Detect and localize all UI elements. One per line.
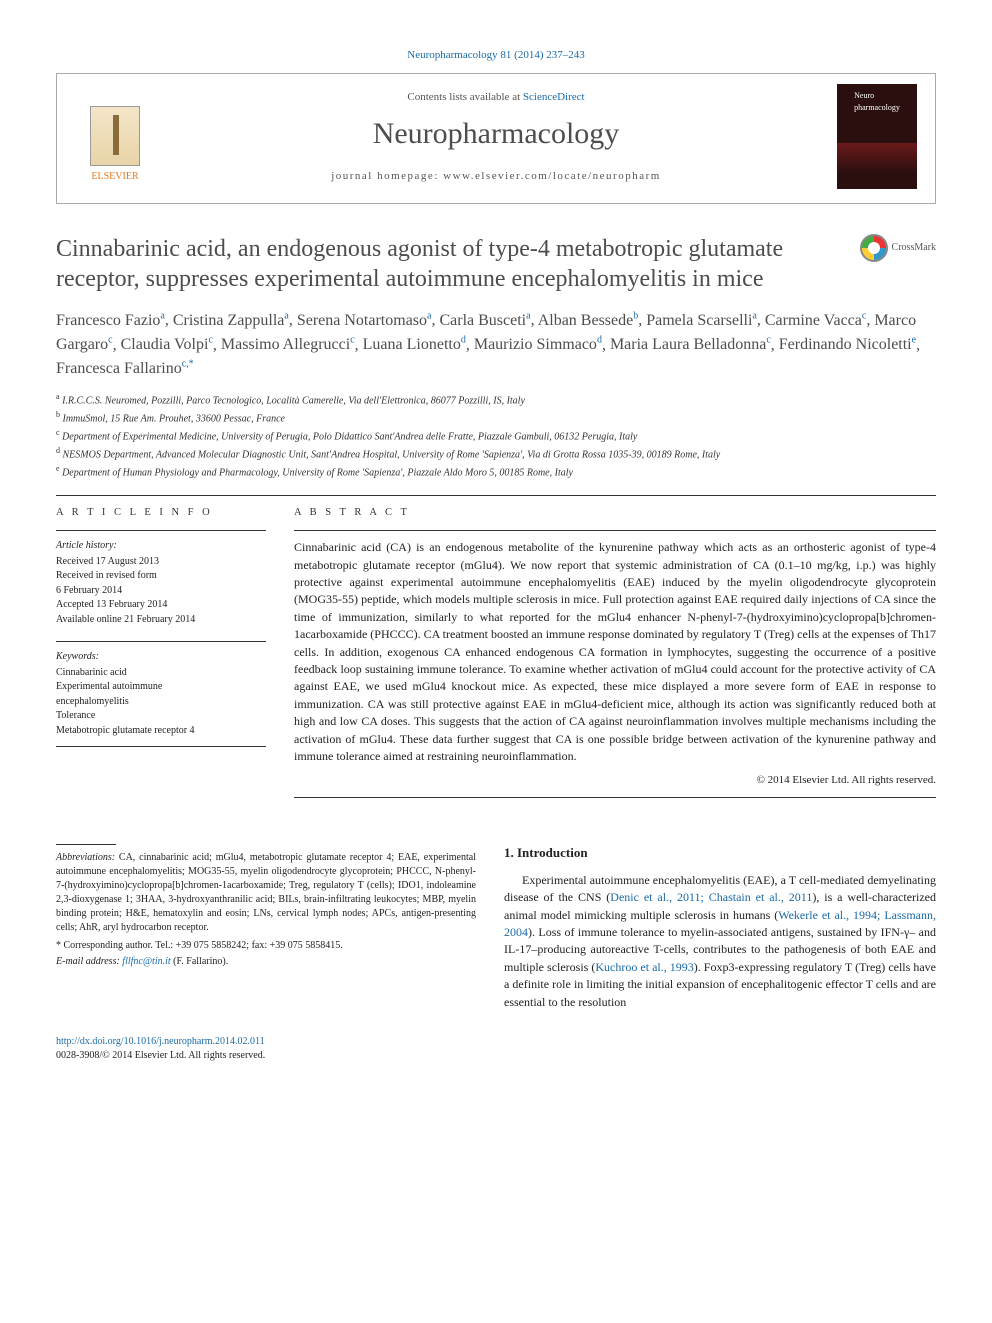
sciencedirect-link[interactable]: ScienceDirect bbox=[523, 91, 585, 103]
author: Maurizio Simmacod bbox=[474, 336, 602, 353]
footnotes-col: Abbreviations: CA, cinnabarinic acid; mG… bbox=[56, 844, 476, 1011]
title-row: Cinnabarinic acid, an endogenous agonist… bbox=[56, 234, 936, 308]
abbrev-label: Abbreviations: bbox=[56, 852, 115, 863]
affiliation: b ImmuSmol, 15 Rue Am. Prouhet, 33600 Pe… bbox=[56, 409, 936, 427]
history-label: Article history: bbox=[56, 539, 266, 554]
copyright-line: © 2014 Elsevier Ltd. All rights reserved… bbox=[294, 773, 936, 788]
affiliation: a I.R.C.C.S. Neuromed, Pozzilli, Parco T… bbox=[56, 391, 936, 409]
author: Carmine Vaccac bbox=[765, 312, 866, 329]
abstract-col: A B S T R A C T Cinnabarinic acid (CA) i… bbox=[294, 506, 936, 798]
keyword: Cinnabarinic acid bbox=[56, 666, 266, 681]
email-link[interactable]: fllfnc@tin.it bbox=[122, 956, 170, 967]
contents-prefix: Contents lists available at bbox=[407, 91, 522, 103]
keyword: Experimental autoimmune bbox=[56, 680, 266, 695]
article-info-col: A R T I C L E I N F O Article history: R… bbox=[56, 506, 266, 798]
divider bbox=[56, 495, 936, 496]
abbrev-text: CA, cinnabarinic acid; mGlu4, metabotrop… bbox=[56, 852, 476, 933]
journal-homepage[interactable]: journal homepage: www.elsevier.com/locat… bbox=[155, 169, 837, 184]
accepted-line: Accepted 13 February 2014 bbox=[56, 598, 266, 613]
info-abstract-row: A R T I C L E I N F O Article history: R… bbox=[56, 506, 936, 798]
journal-name: Neuropharmacology bbox=[155, 113, 837, 155]
header-center: Contents lists available at ScienceDirec… bbox=[155, 90, 837, 185]
divider bbox=[56, 641, 266, 642]
article-info-head: A R T I C L E I N F O bbox=[56, 506, 266, 521]
corresponding-author: * Corresponding author. Tel.: +39 075 58… bbox=[56, 939, 476, 953]
abstract-head: A B S T R A C T bbox=[294, 506, 936, 521]
author: Francesco Fazioa bbox=[56, 312, 165, 329]
author: Alban Bessedeb bbox=[538, 312, 639, 329]
author: Massimo Allegruccic bbox=[221, 336, 355, 353]
crossmark-icon bbox=[860, 234, 888, 262]
page-root: Neuropharmacology 81 (2014) 237–243 ELSE… bbox=[0, 0, 992, 1103]
introduction-col: 1. Introduction Experimental autoimmune … bbox=[504, 844, 936, 1011]
affiliations: a I.R.C.C.S. Neuromed, Pozzilli, Parco T… bbox=[56, 391, 936, 480]
intro-heading: 1. Introduction bbox=[504, 844, 936, 862]
publisher-name: ELSEVIER bbox=[91, 170, 138, 184]
divider bbox=[294, 530, 936, 531]
email-suffix: (F. Fallarino). bbox=[171, 956, 229, 967]
intro-paragraph: Experimental autoimmune encephalomyeliti… bbox=[504, 872, 936, 1011]
author: Cristina Zappullaa bbox=[173, 312, 289, 329]
revised-date: 6 February 2014 bbox=[56, 584, 266, 599]
revised-line: Received in revised form bbox=[56, 569, 266, 584]
history-block: Article history: Received 17 August 2013… bbox=[56, 539, 266, 627]
keyword: Metabotropic glutamate receptor 4 bbox=[56, 724, 266, 739]
author: Ferdinando Nicolettie bbox=[779, 336, 916, 353]
elsevier-logo[interactable]: ELSEVIER bbox=[75, 89, 155, 184]
citation-link[interactable]: Kuchroo et al., 1993 bbox=[595, 960, 693, 974]
email-line: E-mail address: fllfnc@tin.it (F. Fallar… bbox=[56, 955, 476, 969]
email-label: E-mail address: bbox=[56, 956, 122, 967]
online-line: Available online 21 February 2014 bbox=[56, 613, 266, 628]
author: Claudia Volpic bbox=[121, 336, 213, 353]
lower-row: Abbreviations: CA, cinnabarinic acid; mG… bbox=[56, 844, 936, 1011]
affiliation: d NESMOS Department, Advanced Molecular … bbox=[56, 445, 936, 463]
affiliation: c Department of Experimental Medicine, U… bbox=[56, 427, 936, 445]
author: Maria Laura Belladonnac bbox=[610, 336, 771, 353]
divider bbox=[56, 530, 266, 531]
author: Serena Notartomasoa bbox=[297, 312, 432, 329]
journal-cover-thumb[interactable]: Neuro pharmacology bbox=[837, 84, 917, 189]
abbreviations: Abbreviations: CA, cinnabarinic acid; mG… bbox=[56, 851, 476, 935]
abstract-text: Cinnabarinic acid (CA) is an endogenous … bbox=[294, 539, 936, 765]
keywords-label: Keywords: bbox=[56, 650, 266, 665]
citation-link[interactable]: Denic et al., 2011; Chastain et al., 201… bbox=[610, 890, 812, 904]
keywords-block: Keywords: Cinnabarinic acidExperimental … bbox=[56, 650, 266, 738]
issn-line: 0028-3908/© 2014 Elsevier Ltd. All right… bbox=[56, 1050, 265, 1061]
author: Pamela Scarsellia bbox=[646, 312, 757, 329]
received-line: Received 17 August 2013 bbox=[56, 555, 266, 570]
keywords-list: Cinnabarinic acidExperimental autoimmune… bbox=[56, 666, 266, 739]
divider bbox=[56, 746, 266, 747]
cover-band bbox=[837, 143, 917, 173]
journal-header: ELSEVIER Contents lists available at Sci… bbox=[56, 73, 936, 204]
affiliation: e Department of Human Physiology and Pha… bbox=[56, 463, 936, 481]
doi-link[interactable]: http://dx.doi.org/10.1016/j.neuropharm.2… bbox=[56, 1036, 265, 1047]
crossmark-widget[interactable]: CrossMark bbox=[860, 234, 936, 262]
elsevier-tree-icon bbox=[90, 106, 140, 166]
author: Francesca Fallarinoc,* bbox=[56, 360, 194, 377]
contents-line: Contents lists available at ScienceDirec… bbox=[155, 90, 837, 105]
authors-list: Francesco Fazioa, Cristina Zappullaa, Se… bbox=[56, 308, 936, 381]
keyword: Tolerance bbox=[56, 709, 266, 724]
article-title: Cinnabarinic acid, an endogenous agonist… bbox=[56, 234, 842, 294]
journal-citation-link[interactable]: Neuropharmacology 81 (2014) 237–243 bbox=[56, 48, 936, 63]
doi-footer: http://dx.doi.org/10.1016/j.neuropharm.2… bbox=[56, 1035, 936, 1063]
cover-label: Neuro pharmacology bbox=[854, 90, 900, 112]
crossmark-label: CrossMark bbox=[892, 241, 936, 255]
divider bbox=[294, 797, 936, 798]
footnote-rule bbox=[56, 844, 116, 845]
author: Luana Lionettod bbox=[363, 336, 466, 353]
author: Carla Buscetia bbox=[439, 312, 530, 329]
keyword: encephalomyelitis bbox=[56, 695, 266, 710]
